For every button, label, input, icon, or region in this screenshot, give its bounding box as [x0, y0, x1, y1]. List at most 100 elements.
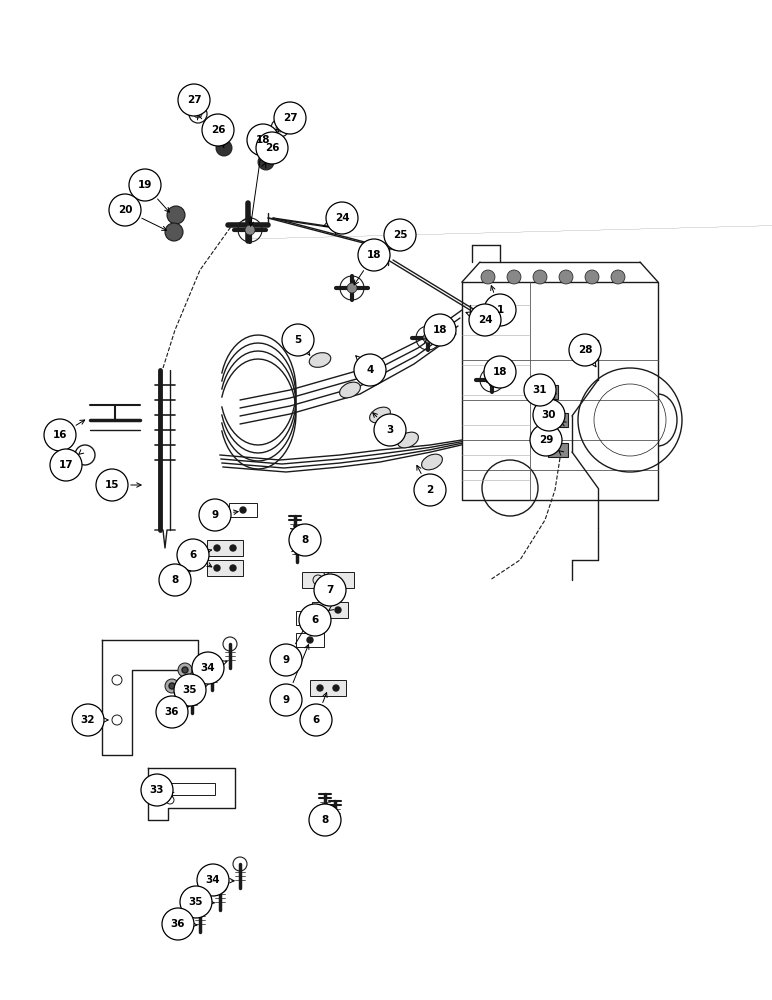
Circle shape: [289, 524, 321, 556]
Circle shape: [230, 565, 236, 571]
Ellipse shape: [285, 328, 306, 342]
Text: 35: 35: [188, 897, 203, 907]
Text: 3: 3: [386, 425, 394, 435]
Text: 36: 36: [164, 707, 179, 717]
Circle shape: [197, 864, 229, 896]
FancyBboxPatch shape: [207, 560, 243, 576]
Circle shape: [424, 314, 456, 346]
Circle shape: [299, 604, 331, 636]
Circle shape: [274, 102, 306, 134]
Circle shape: [258, 154, 274, 170]
Circle shape: [317, 685, 323, 691]
Text: 18: 18: [433, 325, 447, 335]
FancyBboxPatch shape: [310, 680, 346, 696]
Circle shape: [326, 202, 358, 234]
Circle shape: [44, 419, 76, 451]
Circle shape: [178, 84, 210, 116]
Circle shape: [335, 607, 341, 613]
Text: 24: 24: [478, 315, 493, 325]
Text: 34: 34: [205, 875, 220, 885]
FancyBboxPatch shape: [548, 413, 568, 427]
Text: 30: 30: [542, 410, 557, 420]
Text: 8: 8: [171, 575, 178, 585]
Circle shape: [469, 304, 501, 336]
Ellipse shape: [370, 407, 391, 423]
Circle shape: [270, 684, 302, 716]
Circle shape: [533, 270, 547, 284]
Circle shape: [276, 124, 284, 132]
Text: 8: 8: [321, 815, 329, 825]
Text: 28: 28: [577, 345, 592, 355]
Text: 36: 36: [171, 919, 185, 929]
Text: 24: 24: [335, 213, 349, 223]
Circle shape: [192, 652, 224, 684]
Text: 31: 31: [533, 385, 547, 395]
Circle shape: [178, 663, 192, 677]
Text: 34: 34: [201, 663, 215, 673]
Circle shape: [611, 270, 625, 284]
Text: 27: 27: [283, 113, 297, 123]
Circle shape: [240, 507, 246, 513]
Circle shape: [309, 804, 341, 836]
Circle shape: [174, 674, 206, 706]
Circle shape: [72, 704, 104, 736]
Text: 6: 6: [313, 715, 320, 725]
Ellipse shape: [422, 454, 442, 470]
Circle shape: [347, 283, 357, 293]
Circle shape: [194, 110, 202, 118]
Circle shape: [159, 564, 191, 596]
Circle shape: [354, 354, 386, 386]
Text: 9: 9: [212, 510, 218, 520]
Circle shape: [507, 270, 521, 284]
FancyBboxPatch shape: [538, 385, 558, 399]
Text: 9: 9: [283, 655, 290, 665]
Circle shape: [167, 206, 185, 224]
Circle shape: [414, 474, 446, 506]
FancyBboxPatch shape: [207, 540, 243, 556]
Circle shape: [247, 124, 279, 156]
Circle shape: [481, 270, 495, 284]
Text: 32: 32: [81, 715, 95, 725]
Circle shape: [216, 140, 232, 156]
Circle shape: [180, 886, 212, 918]
Text: 6: 6: [311, 615, 319, 625]
Circle shape: [162, 908, 194, 940]
Circle shape: [141, 774, 173, 806]
Circle shape: [569, 334, 601, 366]
Circle shape: [96, 469, 128, 501]
Circle shape: [307, 637, 313, 643]
Circle shape: [300, 704, 332, 736]
Text: 19: 19: [138, 180, 152, 190]
Circle shape: [156, 696, 188, 728]
Circle shape: [358, 239, 390, 271]
Circle shape: [282, 324, 314, 356]
Text: 20: 20: [118, 205, 132, 215]
Circle shape: [524, 374, 556, 406]
Text: 26: 26: [211, 125, 225, 135]
Circle shape: [319, 607, 325, 613]
Circle shape: [182, 667, 188, 673]
Circle shape: [333, 685, 339, 691]
Text: 9: 9: [283, 695, 290, 705]
Circle shape: [177, 539, 209, 571]
Circle shape: [50, 449, 82, 481]
Circle shape: [256, 132, 288, 164]
Circle shape: [559, 270, 573, 284]
Circle shape: [214, 545, 220, 551]
Circle shape: [314, 574, 346, 606]
Text: 18: 18: [256, 135, 270, 145]
Circle shape: [202, 114, 234, 146]
Circle shape: [484, 356, 516, 388]
Text: 16: 16: [52, 430, 67, 440]
Text: 4: 4: [366, 365, 374, 375]
Ellipse shape: [310, 353, 330, 367]
Text: 29: 29: [539, 435, 554, 445]
Circle shape: [484, 294, 516, 326]
Circle shape: [423, 333, 433, 343]
Circle shape: [487, 375, 497, 385]
Ellipse shape: [340, 382, 361, 398]
Circle shape: [374, 414, 406, 446]
Text: 17: 17: [59, 460, 73, 470]
FancyBboxPatch shape: [548, 443, 568, 457]
Text: 6: 6: [189, 550, 197, 560]
